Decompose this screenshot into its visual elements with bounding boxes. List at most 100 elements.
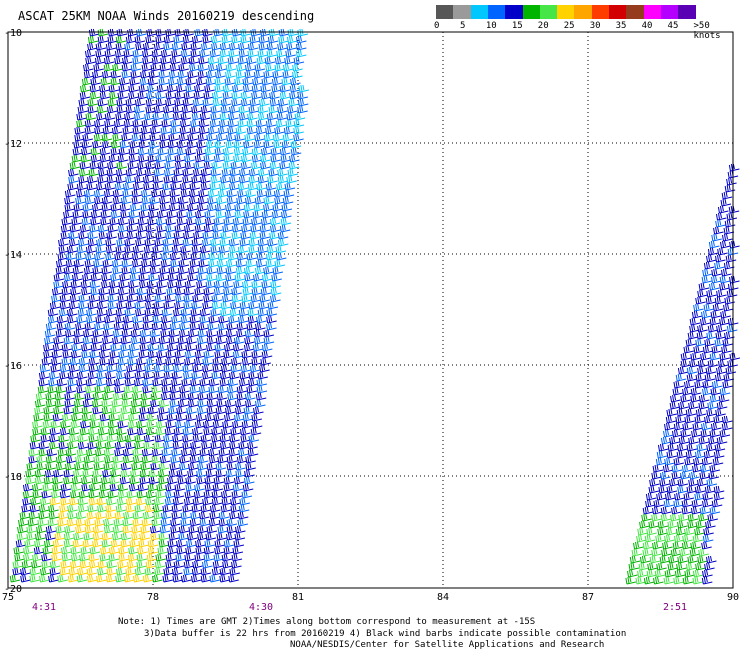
wind-barb [202, 35, 214, 44]
wind-barb [237, 182, 249, 191]
wind-barb [228, 112, 239, 121]
wind-barb [203, 294, 214, 303]
wind-barb [132, 49, 144, 58]
wind-barb [684, 457, 695, 466]
wind-barb [40, 427, 52, 436]
wind-barb [226, 518, 238, 527]
colorbar-tick-label: 20 [537, 21, 549, 31]
wind-barb [690, 506, 702, 515]
wind-barb [150, 532, 161, 541]
longitude-label: 90 [727, 592, 739, 603]
wind-barb [75, 196, 86, 205]
wind-barb [108, 84, 120, 93]
wind-barb [165, 483, 176, 492]
wind-barb [676, 450, 688, 459]
wind-barb [75, 525, 86, 534]
wind-barb [117, 560, 128, 569]
wind-barb [225, 140, 237, 149]
wind-barb [244, 196, 256, 205]
wind-barb [257, 308, 269, 317]
wind-barb [725, 254, 737, 263]
wind-barb [88, 497, 100, 506]
wind-barb [692, 422, 704, 431]
wind-barb [210, 245, 222, 254]
wind-barb [690, 352, 701, 361]
wind-barb [117, 287, 129, 296]
wind-barb [716, 324, 727, 333]
wind-barb [231, 98, 242, 107]
wind-barb [105, 42, 117, 51]
wind-barb [240, 161, 252, 170]
wind-barb [218, 119, 230, 128]
map-frame [7, 31, 734, 589]
wind-barb [92, 539, 103, 548]
wind-barb [132, 448, 144, 457]
wind-barb [165, 154, 176, 163]
wind-barb [257, 175, 269, 184]
wind-barb [202, 238, 213, 247]
wind-barb [64, 322, 76, 331]
wind-barb [81, 476, 92, 485]
wind-barb [86, 182, 97, 191]
wind-barb [705, 296, 717, 305]
wind-barb [165, 420, 177, 429]
wind-barb [62, 350, 74, 359]
wind-barb [186, 140, 198, 149]
wind-barb [40, 497, 51, 506]
wind-barb [168, 532, 180, 541]
wind-barb [287, 105, 298, 114]
wind-barb [55, 385, 67, 394]
wind-barb [58, 441, 70, 450]
wind-barb [87, 238, 99, 247]
wind-barb [136, 287, 148, 296]
wind-barb [236, 329, 247, 338]
wind-barb [232, 350, 244, 359]
wind-barb [67, 504, 78, 513]
wind-barb [116, 567, 127, 576]
wind-barb [200, 434, 212, 443]
wind-barb [84, 119, 96, 128]
wind-barb [29, 504, 41, 513]
wind-barb [69, 434, 80, 443]
wind-barb [177, 476, 188, 485]
wind-barb [45, 462, 56, 471]
wind-barb [89, 420, 101, 429]
wind-barb [711, 499, 723, 508]
wind-barb [144, 308, 156, 317]
wind-barb [82, 462, 94, 471]
wind-barb [43, 413, 55, 422]
wind-barb [199, 49, 210, 58]
wind-barb [205, 413, 216, 422]
wind-barb [132, 126, 144, 135]
wind-barb [85, 245, 97, 254]
wind-barb [181, 448, 192, 457]
wind-barb [690, 394, 701, 403]
wind-barb [263, 133, 275, 142]
wind-barb [231, 91, 242, 100]
wind-barb [72, 266, 84, 275]
wind-barb [652, 541, 663, 550]
wind-barb [121, 469, 132, 478]
wind-barb [717, 359, 729, 368]
wind-barb [185, 546, 196, 555]
wind-barb [144, 504, 156, 513]
wind-barb [178, 203, 190, 212]
wind-barb [197, 196, 209, 205]
wind-barb [670, 394, 681, 403]
wind-barb [45, 525, 57, 534]
wind-barb [186, 532, 198, 541]
wind-barb [627, 569, 638, 578]
wind-barb [270, 154, 281, 163]
wind-barb [233, 280, 244, 289]
wind-barb [239, 238, 251, 247]
wind-barb [209, 504, 221, 513]
wind-barb [99, 483, 111, 492]
wind-barb [189, 322, 201, 331]
wind-barb [59, 371, 70, 380]
wind-barb [215, 210, 227, 219]
wind-barb [159, 140, 170, 149]
wind-barb [87, 35, 99, 44]
wind-barb [130, 70, 142, 79]
wind-barb [195, 413, 207, 422]
wind-barb [218, 518, 230, 527]
